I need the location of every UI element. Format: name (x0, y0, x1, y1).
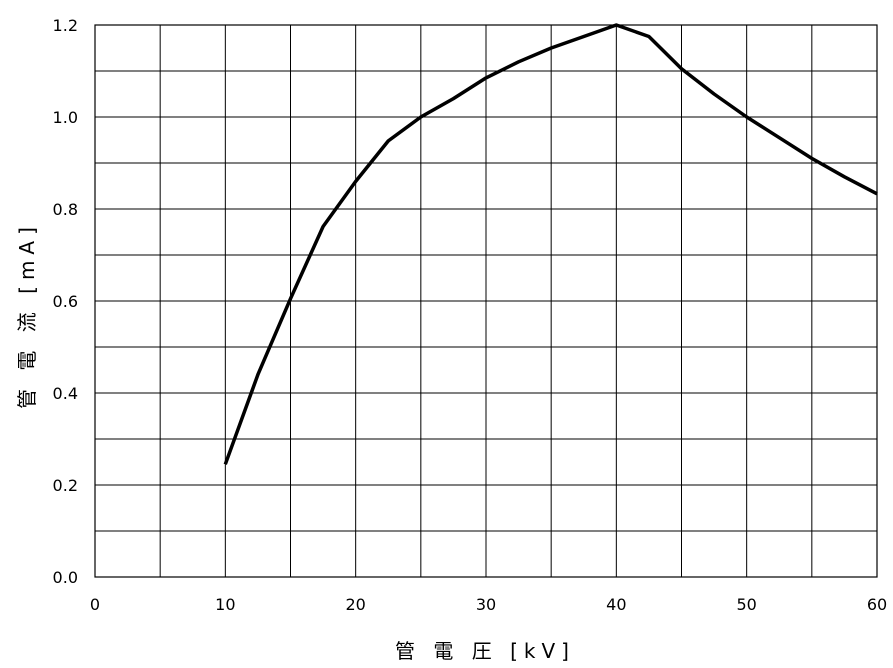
y-tick-label: 1.2 (53, 16, 78, 35)
y-axis-title: 管 電 流 [mA] (15, 221, 39, 409)
y-tick-labels: 0.0 0.2 0.4 0.6 0.8 1.0 1.2 (53, 16, 78, 587)
x-tick-label: 50 (736, 595, 756, 614)
x-tick-label: 0 (90, 595, 100, 614)
y-tick-label: 1.0 (53, 108, 78, 127)
x-tick-label: 30 (476, 595, 496, 614)
y-tick-label: 0.6 (53, 292, 78, 311)
x-tick-label: 40 (606, 595, 626, 614)
y-tick-label: 0.0 (53, 568, 78, 587)
grid (95, 25, 877, 577)
series-line (223, 23, 878, 465)
series-layer (223, 23, 878, 465)
y-tick-label: 0.4 (53, 384, 78, 403)
y-tick-label: 0.8 (53, 200, 78, 219)
y-tick-label: 0.2 (53, 476, 78, 495)
plot-border (94, 24, 878, 578)
x-tick-label: 10 (215, 595, 235, 614)
x-tick-labels: 0 10 20 30 40 50 60 (90, 595, 887, 614)
plot-frame (94, 24, 878, 578)
x-tick-label: 20 (345, 595, 365, 614)
x-tick-label: 60 (867, 595, 887, 614)
x-axis-title: 管 電 圧 [kV] (395, 639, 575, 663)
